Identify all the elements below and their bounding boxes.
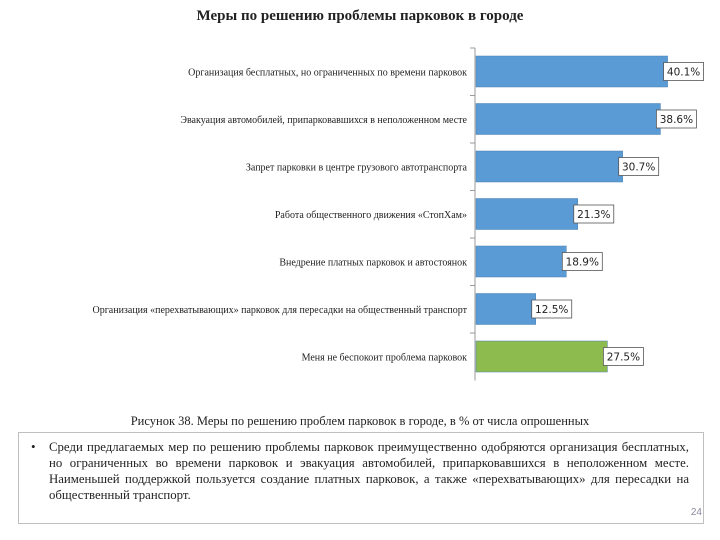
- page-number: 24: [690, 507, 702, 518]
- category-label: Внедрение платных парковок и автостоянок: [279, 258, 467, 269]
- bar: [475, 245, 567, 278]
- chart-title: Меры по решению проблемы парковок в горо…: [196, 8, 524, 24]
- bar-chart: Организация бесплатных, но ограниченных …: [92, 47, 704, 381]
- bullet-icon: •: [31, 439, 36, 454]
- data-label-box: [561, 252, 603, 271]
- bar: [475, 340, 608, 373]
- data-label: 38.6%: [660, 114, 693, 126]
- bar: [475, 198, 579, 230]
- bar: [475, 293, 536, 325]
- category-label: Организация бесплатных, но ограниченных …: [188, 68, 467, 79]
- category-label: Эвакуация автомобилей, припарковавшихся …: [180, 115, 467, 126]
- data-label: 27.5%: [607, 352, 640, 364]
- data-label-box: [618, 157, 660, 176]
- data-label-box: [573, 204, 615, 224]
- summary-box: • Среди предлагаемых мер по решению проб…: [18, 432, 704, 524]
- data-label: 12.5%: [535, 304, 568, 316]
- bar: [475, 150, 623, 183]
- data-label: 40.1%: [667, 67, 700, 79]
- data-label: 30.7%: [622, 162, 655, 174]
- category-label: Организация «перехватывающих» парковок д…: [92, 305, 467, 316]
- data-label-box: [531, 299, 573, 319]
- data-label-box: [602, 347, 644, 366]
- data-label: 18.9%: [566, 257, 599, 269]
- data-label: 21.3%: [577, 209, 610, 221]
- data-label-box: [656, 109, 697, 129]
- bar: [475, 103, 661, 135]
- summary-text: Среди предлагаемых мер по решению пробле…: [49, 440, 689, 502]
- figure-caption: Рисунок 38. Меры по решению проблем парк…: [130, 414, 590, 428]
- category-label: Работа общественного движения «СтопХам»: [275, 210, 467, 221]
- data-label-box: [663, 62, 704, 81]
- category-label: Запрет парковки в центре грузового автот…: [246, 163, 468, 174]
- bar: [475, 55, 668, 88]
- category-label: Меня не беспокоит проблема парковок: [302, 353, 468, 364]
